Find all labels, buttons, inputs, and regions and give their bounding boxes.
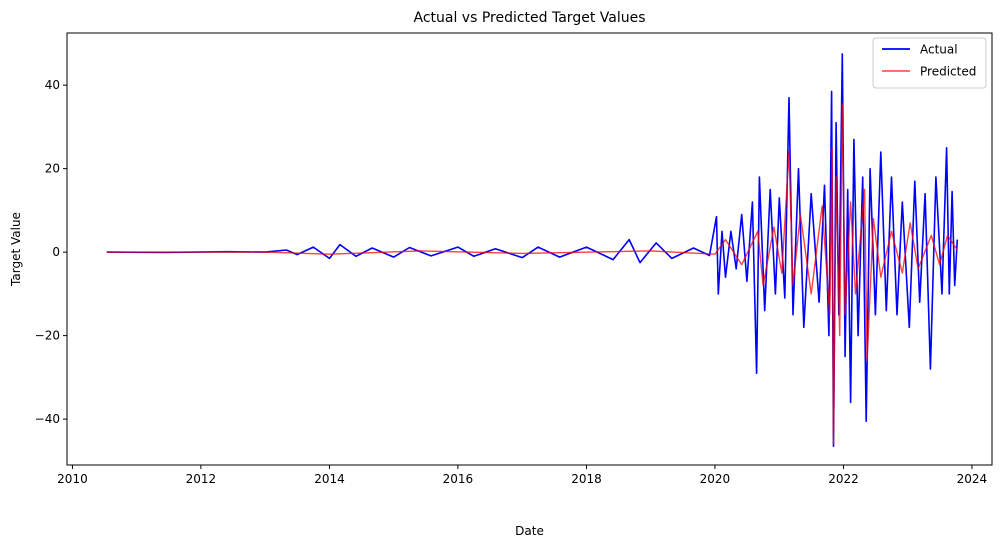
y-axis: −40 −20 0 20 40 (35, 78, 67, 426)
series-layer (106, 53, 959, 448)
y-tick-label: −20 (35, 329, 60, 343)
legend-actual-label: Actual (920, 43, 958, 57)
series-line-actual (106, 53, 959, 448)
legend-box (872, 37, 987, 89)
series-line-predicted (106, 103, 958, 445)
y-tick-label: −40 (35, 412, 60, 426)
x-axis-label: Date (515, 524, 544, 538)
y-axis-label: Target Value (9, 212, 23, 287)
x-tick-label: 2020 (700, 472, 731, 486)
x-axis: 2010 2012 2014 2016 2018 2020 2022 2024 (57, 465, 987, 486)
x-tick-label: 2010 (57, 472, 88, 486)
y-tick-label: 40 (45, 78, 60, 92)
legend-predicted-label: Predicted (920, 65, 976, 79)
x-tick-label: 2024 (957, 472, 988, 486)
chart-title: Actual vs Predicted Target Values (413, 10, 645, 26)
plot-frame (66, 32, 993, 466)
x-tick-label: 2022 (828, 472, 859, 486)
legend: Actual Predicted (872, 37, 987, 89)
x-tick-label: 2012 (186, 472, 217, 486)
y-tick-label: 20 (45, 162, 60, 176)
x-tick-label: 2014 (314, 472, 345, 486)
x-tick-label: 2016 (443, 472, 474, 486)
x-tick-label: 2018 (571, 472, 602, 486)
y-tick-label: 0 (52, 245, 60, 259)
